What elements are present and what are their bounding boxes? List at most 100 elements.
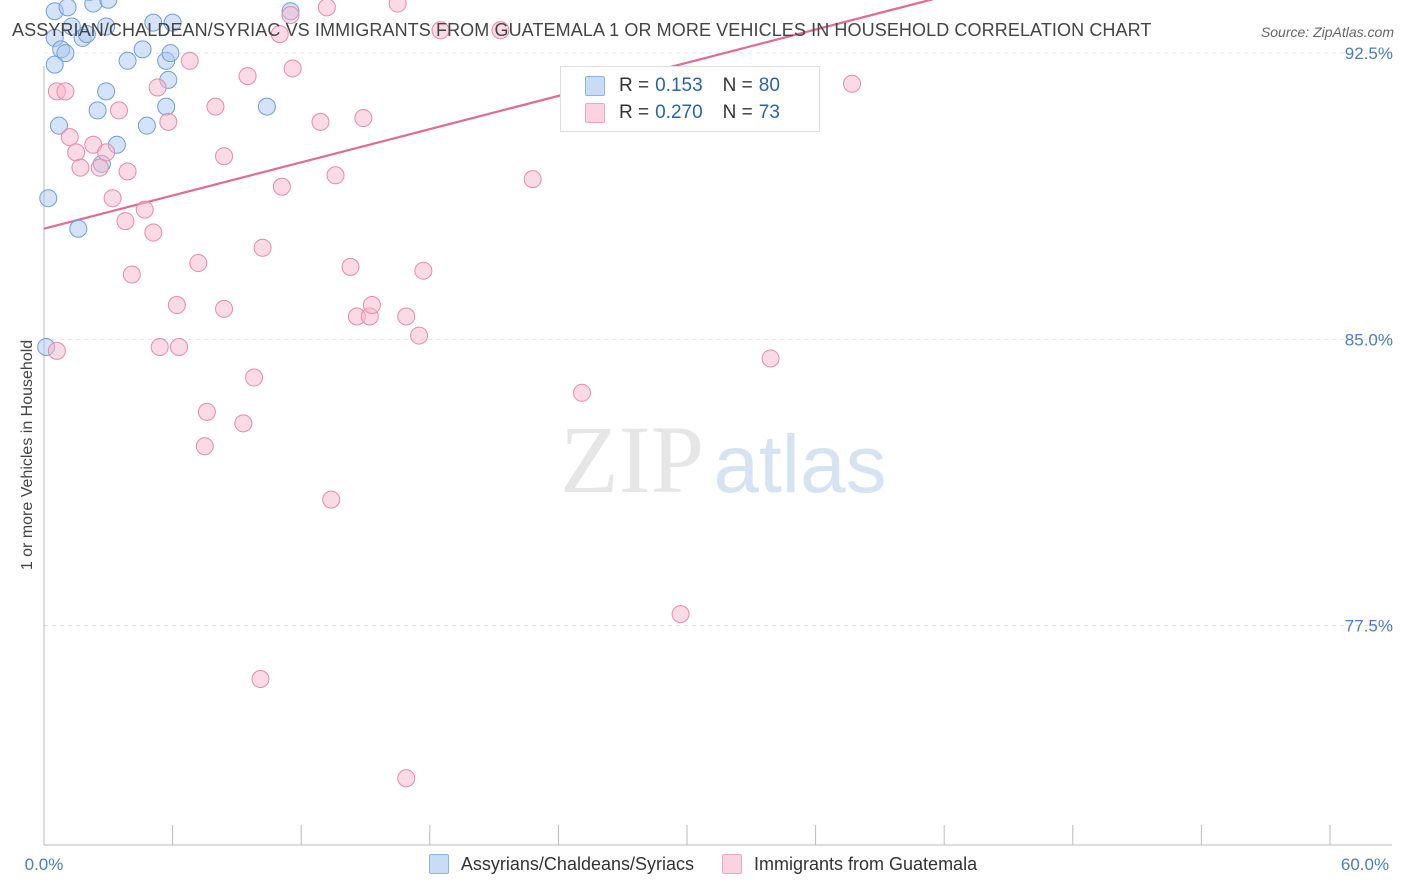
- legend-n-label: N =: [722, 75, 753, 96]
- point-assyrian: [163, 13, 182, 32]
- point-guatemala: [206, 97, 225, 116]
- point-guatemala: [272, 177, 291, 196]
- point-assyrian: [144, 13, 163, 32]
- point-guatemala: [47, 341, 66, 360]
- point-guatemala: [843, 74, 862, 93]
- point-assyrian: [257, 97, 276, 116]
- point-guatemala: [311, 112, 330, 131]
- point-guatemala: [144, 223, 163, 242]
- chart-title: ASSYRIAN/CHALDEAN/SYRIAC VS IMMIGRANTS F…: [12, 20, 1152, 40]
- point-guatemala: [197, 402, 216, 421]
- point-assyrian: [50, 116, 69, 135]
- point-guatemala: [67, 143, 86, 162]
- point-guatemala: [189, 254, 208, 273]
- point-guatemala: [148, 78, 167, 97]
- legend-n-value: 80: [758, 75, 780, 96]
- point-guatemala: [388, 0, 407, 13]
- point-assyrian: [157, 97, 176, 116]
- point-guatemala: [270, 25, 289, 44]
- point-guatemala: [60, 128, 79, 147]
- point-guatemala: [90, 158, 109, 177]
- point-guatemala: [238, 67, 257, 86]
- legend-r-value: 0.270: [655, 102, 703, 123]
- point-guatemala: [362, 296, 381, 315]
- point-guatemala: [71, 158, 90, 177]
- point-guatemala: [431, 21, 450, 40]
- legend-swatch-blue: [428, 854, 449, 874]
- point-assyrian: [161, 44, 180, 63]
- point-assyrian: [69, 219, 88, 238]
- legend-item-guatemala[interactable]: Immigrants from Guatemala: [722, 854, 977, 875]
- point-guatemala: [56, 82, 75, 101]
- x-tick-label-max: 60.0%: [1341, 855, 1389, 874]
- point-guatemala: [103, 189, 122, 208]
- watermark: ZIP atlas: [560, 406, 887, 513]
- point-assyrian: [58, 0, 77, 17]
- point-assyrian: [62, 17, 81, 36]
- point-guatemala: [110, 101, 129, 120]
- legend-item-assyrian[interactable]: Assyrians/Chaldeans/Syriacs: [428, 853, 695, 875]
- point-assyrian: [97, 82, 116, 101]
- legend-row-guatemala: R = 0.270 N = 73: [585, 101, 780, 125]
- point-guatemala: [523, 170, 542, 189]
- point-guatemala: [122, 265, 141, 284]
- point-guatemala: [397, 307, 416, 326]
- trend-line-guatemala: [43, 0, 935, 230]
- legend-n-label: N =: [722, 102, 753, 123]
- legend-swatch-pink: [722, 854, 743, 874]
- legend-swatch-pink: [585, 103, 605, 123]
- point-guatemala: [116, 212, 135, 231]
- point-guatemala: [397, 769, 416, 788]
- tick-labels: 77.5%85.0%92.5%100.0%0.0%60.0%: [25, 44, 1393, 874]
- point-guatemala: [253, 238, 272, 257]
- point-guatemala: [281, 6, 300, 25]
- point-guatemala: [251, 670, 270, 689]
- point-assyrian: [77, 25, 96, 44]
- point-guatemala: [491, 21, 510, 40]
- point-guatemala: [170, 338, 189, 357]
- legend-r-label: R =: [619, 75, 650, 96]
- point-guatemala: [215, 299, 234, 318]
- point-guatemala: [97, 143, 116, 162]
- y-tick-label: 92.5%: [1345, 44, 1393, 63]
- legend-label-guatemala: Immigrants from Guatemala: [754, 853, 978, 874]
- point-assyrian: [137, 116, 156, 135]
- point-guatemala: [410, 326, 429, 345]
- point-guatemala: [671, 605, 690, 624]
- point-guatemala: [283, 59, 302, 78]
- point-guatemala: [159, 112, 178, 131]
- legend-r-label: R =: [619, 102, 650, 123]
- gridlines: [44, 52, 1392, 627]
- source-label: Source: ZipAtlas.com: [1260, 24, 1394, 40]
- point-guatemala: [195, 437, 214, 456]
- point-guatemala: [341, 257, 360, 276]
- point-guatemala: [317, 0, 336, 17]
- stats-legend: R = 0.153 N = 80 R = 0.270 N = 73: [560, 66, 820, 132]
- point-guatemala: [150, 338, 169, 357]
- y-axis-label: 1 or more Vehicles in Household: [19, 339, 36, 571]
- watermark-zip: ZIP: [560, 406, 704, 513]
- point-assyrian: [39, 189, 58, 208]
- point-guatemala: [322, 490, 341, 509]
- point-guatemala: [414, 261, 433, 280]
- point-guatemala: [180, 51, 199, 70]
- legend-label-assyrian: Assyrians/Chaldeans/Syriacs: [460, 853, 695, 874]
- point-assyrian: [118, 51, 137, 70]
- point-assyrian: [133, 40, 152, 59]
- point-assyrian: [45, 55, 64, 74]
- point-assyrian: [97, 17, 116, 36]
- point-guatemala: [354, 109, 373, 128]
- point-assyrian: [84, 0, 103, 13]
- point-assyrian: [99, 0, 118, 9]
- point-guatemala: [167, 296, 186, 315]
- point-guatemala: [761, 349, 780, 368]
- point-guatemala: [234, 414, 253, 433]
- series-legend: Assyrians/Chaldeans/Syriacs Immigrants f…: [0, 851, 1406, 877]
- legend-row-assyrian: R = 0.153 N = 80: [585, 74, 780, 98]
- point-guatemala: [215, 147, 234, 166]
- data-points: [37, 0, 862, 788]
- point-guatemala: [135, 200, 154, 219]
- point-guatemala: [572, 383, 591, 402]
- legend-swatch-blue: [585, 76, 605, 96]
